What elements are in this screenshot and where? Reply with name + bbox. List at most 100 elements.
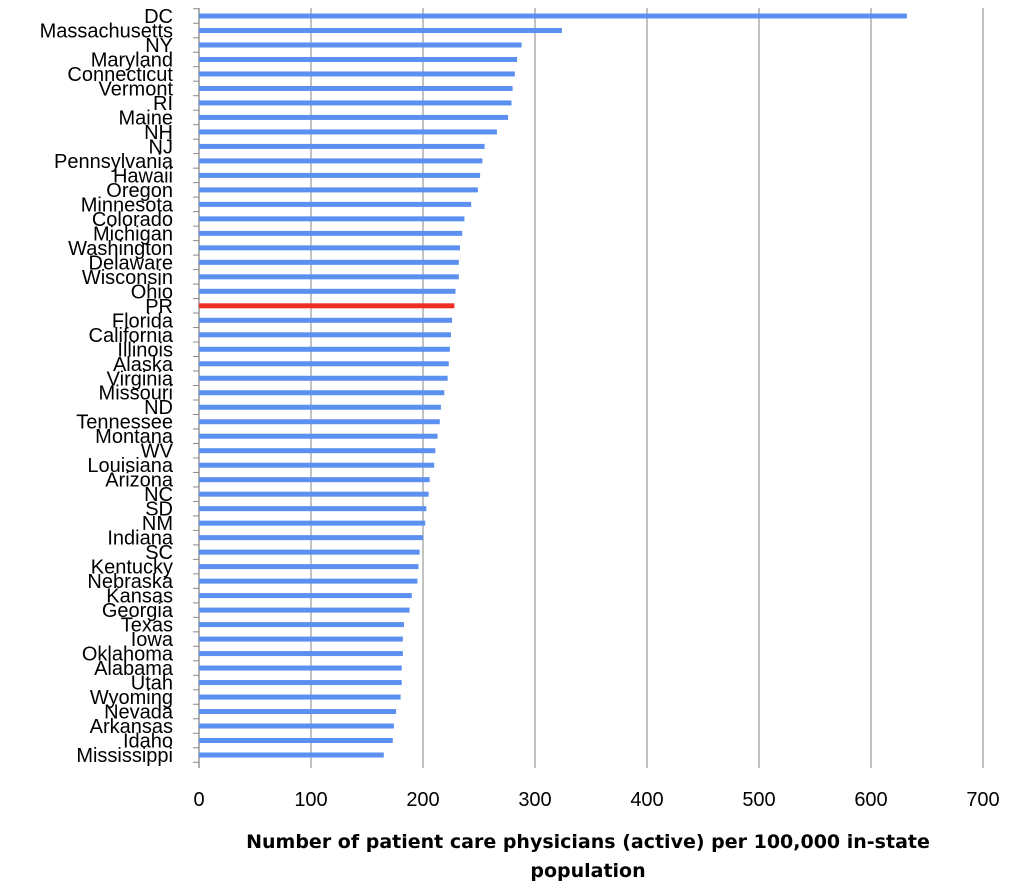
bar-massachusetts [199, 27, 562, 33]
category-label: Ohio [131, 281, 173, 303]
category-label: RI [153, 93, 173, 115]
bar-minnesota [199, 201, 472, 207]
category-label: Washington [68, 238, 173, 260]
category-label: PR [145, 296, 173, 318]
bar-vermont [199, 85, 513, 91]
category-label: Mississippi [76, 745, 173, 767]
category-label: Missouri [99, 383, 173, 405]
bar-oklahoma [199, 651, 403, 657]
bar-nevada [199, 709, 397, 715]
bar-ny [199, 42, 522, 48]
x-tick-label: 100 [294, 789, 327, 811]
category-label: Illinois [117, 339, 173, 361]
bar-ri [199, 100, 512, 106]
category-label: Wisconsin [82, 267, 173, 289]
bar-sd [199, 506, 427, 512]
bar-montana [199, 433, 438, 439]
x-tick-labels: 0 100 200 300 400 500 600 700 [193, 789, 999, 811]
x-tick-label: 0 [193, 789, 204, 811]
category-label: Delaware [89, 252, 173, 274]
category-label: Kentucky [91, 557, 173, 579]
category-labels: DCMassachusettsNYMarylandConnecticutVerm… [40, 6, 174, 767]
bar-nebraska [199, 578, 418, 584]
category-label: Oklahoma [82, 644, 174, 666]
bar-indiana [199, 535, 423, 541]
category-label: Colorado [92, 209, 173, 231]
category-label: Idaho [123, 731, 173, 753]
bar-alaska [199, 361, 449, 367]
category-label: SD [145, 499, 173, 521]
bar-louisiana [199, 462, 435, 468]
bar-maine [199, 114, 509, 120]
bar-kansas [199, 593, 412, 599]
category-label: Maryland [91, 49, 173, 71]
bar-pennsylvania [199, 158, 483, 164]
x-tick-label: 500 [742, 789, 775, 811]
category-label: Nebraska [87, 571, 173, 593]
category-label: Connecticut [67, 64, 173, 86]
category-label: DC [144, 6, 173, 28]
bar-ohio [199, 288, 456, 294]
bar-illinois [199, 346, 450, 352]
x-axis-title-line-1: Number of patient care physicians (activ… [246, 831, 930, 853]
category-label: NC [144, 484, 173, 506]
category-label: NM [142, 513, 173, 535]
category-label: Vermont [99, 78, 174, 100]
bar-mississippi [199, 752, 384, 758]
bar-nd [199, 404, 441, 410]
bars [199, 13, 907, 758]
category-label: Pennsylvania [54, 151, 174, 173]
bar-utah [199, 680, 402, 686]
bar-michigan [199, 230, 463, 236]
category-label: Arizona [105, 470, 174, 492]
category-label: SC [145, 542, 173, 564]
category-label: Nevada [104, 702, 174, 724]
category-label: Georgia [102, 600, 174, 622]
category-label: Hawaii [113, 165, 173, 187]
bar-tennessee [199, 419, 440, 425]
bar-missouri [199, 390, 445, 396]
category-label: NJ [149, 136, 173, 158]
bar-kentucky [199, 564, 419, 570]
category-label: Kansas [106, 586, 173, 608]
category-label: WV [141, 441, 174, 463]
category-label: Iowa [131, 629, 174, 651]
category-label: ND [144, 397, 173, 419]
category-label: Alaska [113, 354, 174, 376]
x-tick-label: 700 [966, 789, 999, 811]
bar-arizona [199, 477, 430, 483]
category-label: Maine [119, 107, 173, 129]
x-tick-label: 300 [518, 789, 551, 811]
bar-maryland [199, 56, 518, 62]
bar-wyoming [199, 694, 401, 700]
category-label: NY [145, 35, 173, 57]
category-label: Indiana [107, 528, 173, 550]
bar-california [199, 332, 451, 338]
bar-hawaii [199, 172, 481, 178]
category-label: Florida [112, 310, 174, 332]
category-label: Minnesota [81, 194, 174, 216]
category-label: Louisiana [87, 455, 174, 477]
category-label: Alabama [94, 658, 174, 680]
bar-texas [199, 622, 404, 628]
bar-wv [199, 448, 436, 454]
bar-nc [199, 491, 429, 497]
x-tick-label: 400 [630, 789, 663, 811]
gridlines [193, 8, 984, 768]
category-label: Texas [121, 615, 173, 637]
bar-virginia [199, 375, 448, 381]
bar-dc [199, 13, 907, 19]
x-axis-title-line-2: population [530, 860, 645, 882]
bar-arkansas [199, 723, 394, 729]
bar-delaware [199, 259, 459, 265]
bar-pr [199, 303, 455, 309]
bar-nj [199, 143, 485, 149]
bar-nh [199, 129, 497, 135]
category-label: Oregon [106, 180, 173, 202]
x-tick-label: 600 [854, 789, 887, 811]
bar-nm [199, 520, 426, 526]
bar-colorado [199, 216, 465, 222]
bar-alabama [199, 665, 402, 671]
bar-connecticut [199, 71, 515, 77]
